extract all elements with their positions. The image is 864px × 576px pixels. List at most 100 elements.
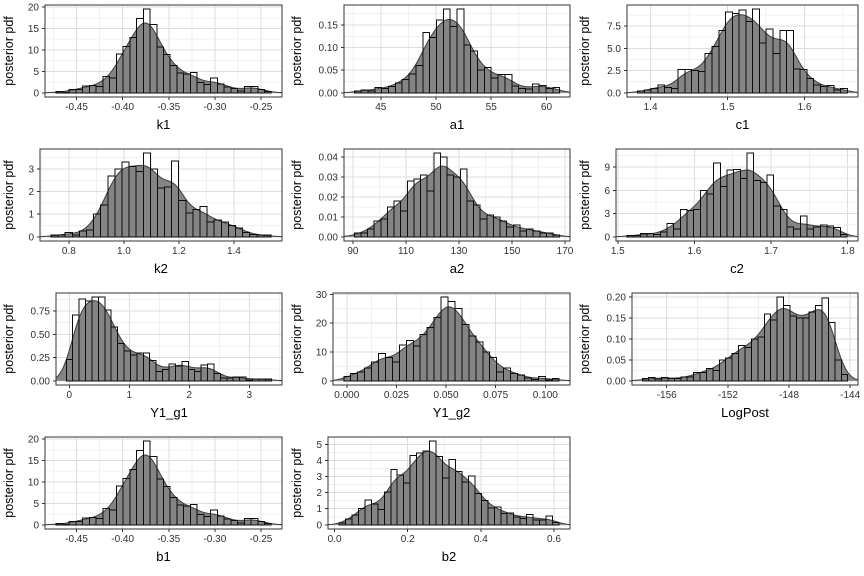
plot-cell-c1: 1.4 1.5 1.6 0.0 2.5 5.0 7.5 c1 posterior pdf [576,0,864,144]
x-tick-label: 45 [375,102,387,113]
x-tick-label: 1.7 [764,246,778,257]
y-tick-label: 3 [28,165,34,176]
panel-border [327,436,571,530]
histogram-panel-a2: 90 110 130 150 170 0.00 0.01 0.02 0.03 0.04 a2 post… [290,148,574,276]
panel-border [55,292,283,386]
x-axis-title: a1 [450,117,464,132]
y-axis: 0 3 6 9 [604,163,616,243]
y-axis-title: posterior pdf [290,16,304,86]
y-tick-label: 0.05 [607,355,627,366]
x-tick-label: 1.2 [172,246,186,257]
histogram-bar [834,359,842,382]
y-tick-label: 0.10 [607,335,627,346]
y-tick-label: 9 [604,163,610,174]
histogram-bars [637,8,848,94]
x-tick-label: -0.35 [157,534,180,545]
y-axis: 0 1 2 3 4 5 [316,440,328,531]
x-axis: -156 -152 -148 -144 [657,385,861,401]
histogram-bar [171,160,180,238]
histogram-bar [552,521,560,526]
x-tick-label: 60 [541,102,553,113]
x-tick-label: 0.2 [401,534,415,545]
y-tick-label: 0.00 [319,88,339,99]
histogram-panel-k1: -0.45 -0.40 -0.35 -0.30 -0.25 0 5 10 15 20 k1 poste… [2,3,283,132]
y-tick-label: 10 [28,45,40,56]
histogram-bar [544,379,553,382]
histogram-panel-a1: 45 50 55 60 0.00 0.05 0.10 0.15 a1 posterior pdf [290,4,571,132]
x-tick-label: -0.40 [111,102,134,113]
x-tick-label: -156 [657,390,677,401]
histogram-bar [833,227,841,238]
histogram-panel-LogPost: -156 -152 -148 -144 0.00 0.05 0.10 0.15 0.20 LogP… [578,292,861,420]
x-axis-title: k2 [154,261,168,276]
x-axis-title: b1 [156,549,170,564]
histogram-bar [64,231,73,238]
x-tick-label: -0.30 [203,534,226,545]
x-tick-label: 1.8 [841,246,855,257]
x-axis: 0.0 0.2 0.4 0.6 [328,529,561,545]
x-tick-label: 1.6 [687,246,701,257]
y-tick-label: 0.00 [607,376,627,387]
histogram-bar [545,515,554,526]
x-tick-label: -0.45 [65,102,88,113]
x-tick-label: 1.5 [721,102,735,113]
histogram-bars [641,296,849,382]
histogram-bar [827,321,836,382]
y-axis: 0.00 0.25 0.50 0.75 [31,307,56,387]
x-axis-title: Y1_g1 [150,405,188,420]
y-tick-label: 0.15 [319,21,339,32]
histogram-panel-b2: 0.0 0.2 0.4 0.6 0 1 2 3 4 5 b2 posterior pdf [290,436,571,564]
x-tick-label: 55 [486,102,498,113]
x-axis: 0.000 0.025 0.050 0.075 0.100 [334,385,558,401]
panel-border [44,436,283,530]
y-axis-title: posterior pdf [290,304,304,374]
x-tick-label: 1.4 [644,102,658,113]
x-axis-title: c1 [736,117,750,132]
x-tick-label: 0.0 [328,534,342,545]
y-tick-label: 6 [604,186,610,197]
histogram-bars [55,8,272,94]
histogram-bar [840,87,848,94]
x-tick-label: 0.100 [533,390,558,401]
x-tick-label: 0 [66,390,72,401]
plot-cell-a2: 90 110 130 150 170 0.00 0.01 0.02 0.03 0.04 a2 post… [288,144,576,288]
y-tick-label: 0.03 [319,173,339,184]
histogram-bar [551,378,560,382]
y-tick-label: 0.04 [319,153,339,164]
density-curve [332,306,571,382]
histogram-bar [263,523,272,526]
y-axis: 0 5 10 15 20 [28,3,45,99]
histogram-panel-c2: 1.5 1.6 1.7 1.8 0 3 6 9 c2 posterior pdf [578,148,859,276]
histogram-bars [50,152,272,238]
y-tick-label: 0 [321,376,327,387]
y-tick-label: 1 [28,210,34,221]
x-axis-title: b2 [442,549,456,564]
y-tick-label: 0 [28,232,34,243]
y-tick-label: 0.05 [319,66,339,77]
x-tick-label: -0.35 [157,102,180,113]
y-tick-label: 2 [316,488,322,499]
histogram-bar [552,86,561,94]
plot-cell-k2: 0.8 1.0 1.2 1.4 0 1 2 3 k2 posterior pdf [0,144,288,288]
histogram-bar [537,375,546,382]
histogram-bar [245,379,253,382]
y-tick-label: 0.15 [607,314,627,325]
x-tick-label: 2 [187,390,193,401]
x-axis: 90 110 130 150 170 [347,241,574,257]
x-axis: 1.5 1.6 1.7 1.8 [611,241,855,257]
y-tick-label: 20 [28,435,40,446]
histogram-bars [353,152,561,238]
y-axis: 0 1 2 3 [28,165,40,243]
x-tick-label: 90 [347,246,359,257]
histogram-bar [263,91,272,94]
histogram-bar [207,363,215,382]
y-tick-label: 0.0 [607,88,621,99]
y-tick-label: 15 [28,456,40,467]
histogram-bar [263,234,272,238]
histogram-bar [239,376,247,382]
y-axis-title: posterior pdf [2,304,16,374]
y-tick-label: 5 [33,67,39,78]
y-tick-label: 0 [604,232,610,243]
x-tick-label: 0.000 [334,390,359,401]
